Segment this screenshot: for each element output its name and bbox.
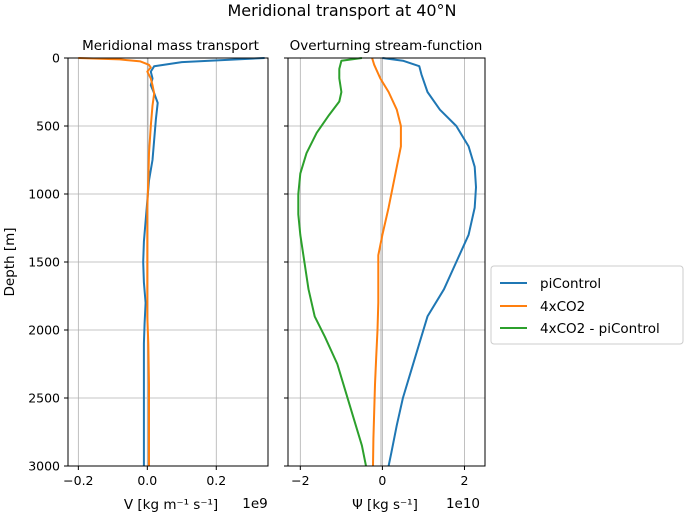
mass-transport-title: Meridional mass transport xyxy=(82,38,259,54)
mass-transport-y-tick-label: 500 xyxy=(36,119,60,134)
legend-label-4xco2: 4xCO2 xyxy=(540,299,585,315)
mass-transport-grid xyxy=(68,57,268,467)
mass-transport-x-tick-label: 0.0 xyxy=(137,473,157,488)
mass-transport-y-tick-label: 1000 xyxy=(28,187,60,202)
legend-label-picontrol: piControl xyxy=(540,276,601,292)
mass-transport-y-tick-label: 2000 xyxy=(28,323,60,338)
legend-label-difference: 4xCO2 - piControl xyxy=(540,321,660,337)
stream-function-title: Overturning stream-function xyxy=(290,38,483,54)
mass-transport-y-tick-label: 3000 xyxy=(28,459,60,474)
mass-transport-offset-label: 1e9 xyxy=(242,496,267,512)
figure-title: Meridional transport at 40°N xyxy=(227,1,456,20)
mass-transport-x-tick-label: −0.2 xyxy=(63,473,93,488)
stream-function-series-4xco2-picontrol xyxy=(297,57,367,467)
stream-function-xlabel: Ψ [kg s⁻¹] xyxy=(352,497,418,513)
legend-frame xyxy=(490,265,684,345)
stream-function-y-ticks xyxy=(284,57,288,467)
mass-transport-y-tick-label: 1500 xyxy=(28,255,60,270)
mass-transport-lines xyxy=(78,57,265,466)
stream-function-x-ticks: −2 0 2 xyxy=(291,466,468,488)
stream-function-series-4xco2 xyxy=(371,57,402,467)
mass-transport-series-4xco2 xyxy=(78,57,156,466)
stream-function-lines xyxy=(297,57,477,467)
stream-function-offset-label: 1e10 xyxy=(446,496,480,512)
stream-function-x-tick-label: 0 xyxy=(378,473,386,488)
mass-transport-x-tick-label: 0.2 xyxy=(206,473,226,488)
legend: piControl 4xCO2 4xCO2 - piControl xyxy=(490,265,684,345)
stream-function-panel: Overturning stream-function −2 0 2 Ψ [kg s… xyxy=(284,38,486,513)
mass-transport-y-tick-label: 0 xyxy=(52,51,60,66)
stream-function-series-picontrol xyxy=(382,57,477,467)
mass-transport-x-ticks: −0.2 0.0 0.2 xyxy=(63,466,226,488)
mass-transport-xlabel: V [kg m⁻¹ s⁻¹] xyxy=(124,497,218,513)
y-axis-label: Depth [m] xyxy=(2,227,18,296)
mass-transport-y-ticks: 0 500 1000 1500 2000 2500 3000 xyxy=(28,51,68,474)
mass-transport-y-tick-label: 2500 xyxy=(28,391,60,406)
mass-transport-panel: Meridional mass transport −0.2 0.0 0.2 0 50… xyxy=(28,38,269,513)
stream-function-x-tick-label: −2 xyxy=(291,473,309,488)
stream-function-x-tick-label: 2 xyxy=(461,473,469,488)
